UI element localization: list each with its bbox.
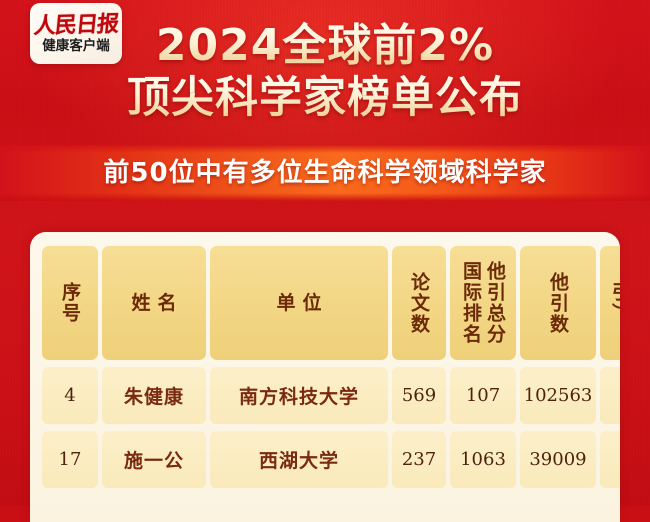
cell-rank: 1063 bbox=[450, 431, 516, 488]
title-line-1: 2024全球前2% bbox=[0, 20, 650, 72]
column-header-papers: 论文数 bbox=[392, 246, 446, 360]
cell-citations: 39009 bbox=[520, 431, 596, 488]
cell-org: 西湖大学 bbox=[210, 431, 388, 488]
table-row: 17 施一公 西湖大学 237 1063 39009 69 bbox=[42, 431, 620, 488]
column-header-rank: 他引总分国际排名 bbox=[450, 246, 516, 360]
cell-rank: 107 bbox=[450, 367, 516, 424]
subtitle-text: 前50位中有多位生命科学领域科学家 bbox=[103, 158, 547, 188]
cell-name: 朱健康 bbox=[102, 367, 206, 424]
column-header-org: 单位 bbox=[210, 246, 388, 360]
page-title: 2024全球前2% 顶尖科学家榜单公布 bbox=[0, 20, 650, 124]
column-header-name: 姓名 bbox=[102, 246, 206, 360]
column-header-citations: 他引数 bbox=[520, 246, 596, 360]
cell-name: 施一公 bbox=[102, 431, 206, 488]
subtitle-banner: 前50位中有多位生命科学领域科学家 bbox=[0, 145, 650, 201]
cell-index: 4 bbox=[42, 367, 98, 424]
column-header-index: 序号 bbox=[42, 246, 98, 360]
cell-citations: 102563 bbox=[520, 367, 596, 424]
table-header-row: 序号 姓名 单位 论文数 他引总分国际排名 他引数 学科国际排名（他引） bbox=[42, 246, 620, 360]
cell-org: 南方科技大学 bbox=[210, 367, 388, 424]
table-row: 4 朱健康 南方科技大学 569 107 102563 1 bbox=[42, 367, 620, 424]
ranking-table: 序号 姓名 单位 论文数 他引总分国际排名 他引数 学科国际排名（他引） 4 朱… bbox=[42, 246, 620, 488]
ranking-table-card: 序号 姓名 单位 论文数 他引总分国际排名 他引数 学科国际排名（他引） 4 朱… bbox=[30, 232, 620, 522]
title-line-2: 顶尖科学家榜单公布 bbox=[0, 72, 650, 124]
cell-index: 17 bbox=[42, 431, 98, 488]
cell-subject: 1 bbox=[600, 367, 620, 424]
cell-papers: 569 bbox=[392, 367, 446, 424]
cell-subject: 69 bbox=[600, 431, 620, 488]
publisher-logo: 人民日报 健康客户端 bbox=[30, 3, 122, 64]
cell-papers: 237 bbox=[392, 431, 446, 488]
logo-subtitle-text: 健康客户端 bbox=[42, 39, 110, 54]
column-header-subject: 学科国际排名（他引） bbox=[600, 246, 620, 360]
